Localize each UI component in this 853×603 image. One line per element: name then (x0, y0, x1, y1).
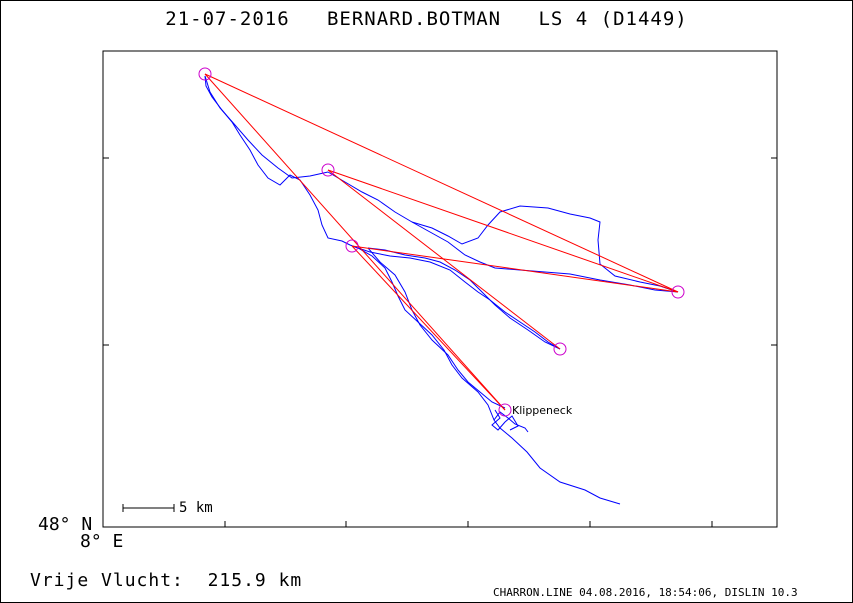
glider-id: LS 4 (D1449) (538, 8, 688, 30)
turnpoint-circle (321, 163, 335, 177)
distance-summary: Vrije Vlucht: 215.9 km (30, 570, 302, 591)
scale-bar-label: 5 km (179, 500, 213, 516)
axis-ticks (103, 157, 777, 527)
distance-value: 215.9 km (207, 570, 303, 591)
turnpoint-circle (345, 239, 359, 253)
turnpoint-circle (198, 67, 212, 81)
task-lines (204, 73, 679, 411)
turnpoint-circle (553, 342, 567, 356)
scale-bar (122, 504, 175, 512)
pilot-name: BERNARD.BOTMAN (326, 8, 502, 30)
turnpoint-circle (498, 403, 512, 417)
flight-track (204, 75, 679, 505)
footer-info: CHARRON.LINE 04.08.2016, 18:54:06, DISLI… (493, 586, 798, 599)
flight-date: 21-07-2016 (165, 8, 290, 30)
latitude-label: 48° N (38, 514, 93, 535)
waypoint-label: Klippeneck (512, 404, 573, 417)
distance-label: Vrije Vlucht: (30, 570, 184, 591)
plot-area (102, 50, 778, 528)
turnpoint-markers (198, 67, 685, 417)
longitude-label: 8° E (80, 531, 124, 552)
turnpoint-circle (671, 285, 685, 299)
flight-title: 21-07-2016 BERNARD.BOTMAN LS 4 (D1449) (0, 8, 853, 30)
